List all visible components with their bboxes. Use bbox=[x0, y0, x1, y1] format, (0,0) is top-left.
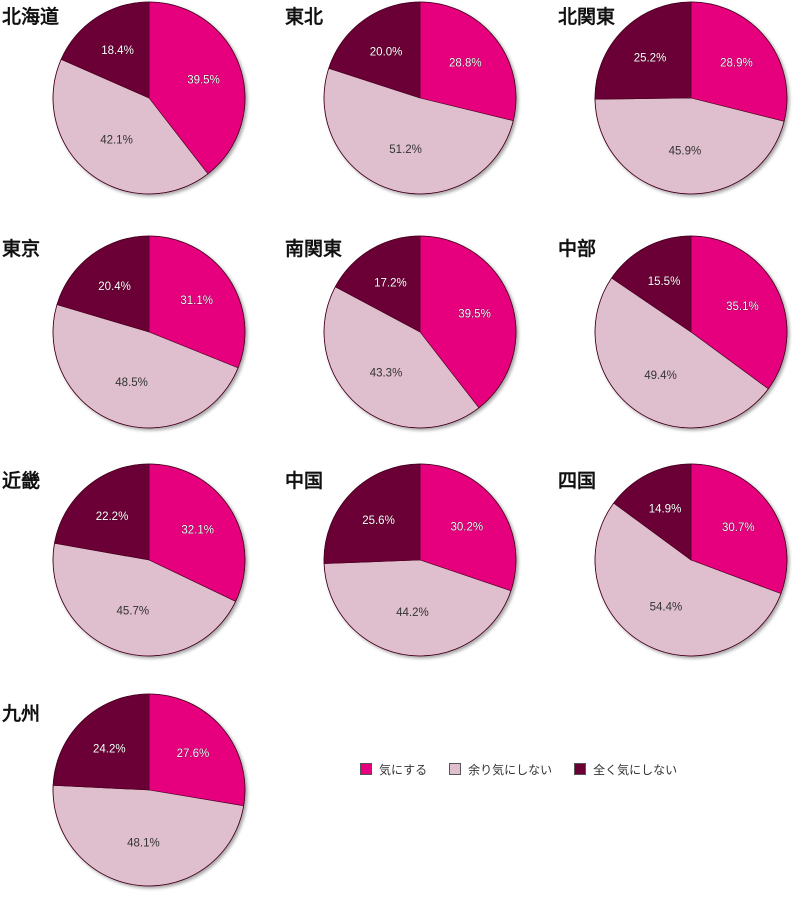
data-label: 31.1% bbox=[180, 295, 213, 307]
data-label: 45.9% bbox=[669, 145, 702, 157]
legend-swatch bbox=[574, 763, 587, 775]
pie-rim bbox=[52, 1, 246, 195]
pie-rim bbox=[323, 235, 517, 429]
region-title: 東京 bbox=[2, 238, 41, 260]
legend-item-kinisuru: 気にする bbox=[360, 761, 427, 778]
data-label: 15.5% bbox=[648, 276, 681, 288]
region-title: 中国 bbox=[285, 470, 324, 492]
data-label: 28.8% bbox=[449, 57, 482, 69]
pie-2 bbox=[323, 1, 517, 195]
data-label: 27.6% bbox=[177, 748, 210, 760]
legend-swatch bbox=[360, 763, 372, 775]
data-label: 49.4% bbox=[644, 370, 677, 382]
legend-item-amari: 余り気にしない bbox=[449, 761, 552, 778]
data-label: 48.1% bbox=[127, 838, 160, 850]
pie-rim bbox=[52, 693, 246, 887]
legend-swatch bbox=[449, 763, 462, 775]
pie-3 bbox=[594, 1, 788, 195]
data-label: 54.4% bbox=[650, 601, 683, 613]
data-label: 24.2% bbox=[93, 743, 126, 755]
pie-slice bbox=[323, 463, 421, 564]
pie-7 bbox=[52, 463, 246, 657]
data-label: 17.2% bbox=[374, 278, 407, 290]
legend: 気にする 余り気にしない 全く気にしない bbox=[360, 759, 699, 779]
pie-10 bbox=[52, 693, 246, 887]
region-title: 中部 bbox=[558, 238, 597, 260]
data-label: 39.5% bbox=[187, 74, 220, 86]
data-label: 22.2% bbox=[96, 511, 129, 523]
pie-6 bbox=[594, 235, 788, 429]
data-label: 20.4% bbox=[98, 281, 131, 293]
data-label: 42.1% bbox=[100, 135, 133, 147]
legend-label: 気にする bbox=[379, 762, 428, 777]
pie-1 bbox=[52, 1, 246, 195]
data-label: 30.2% bbox=[450, 521, 483, 533]
legend-item-mattaku: 全く気にしない bbox=[574, 761, 677, 778]
legend-label: 余り気にしない bbox=[468, 762, 553, 777]
pie-5 bbox=[323, 235, 517, 429]
region-title: 南関東 bbox=[285, 238, 343, 260]
data-label: 43.3% bbox=[370, 367, 403, 379]
region-title: 東北 bbox=[285, 6, 324, 28]
region-title: 九州 bbox=[2, 703, 41, 725]
data-label: 28.9% bbox=[720, 58, 753, 70]
data-label: 32.1% bbox=[181, 524, 214, 536]
pie-rim bbox=[594, 463, 788, 657]
region-title: 四国 bbox=[558, 470, 597, 492]
pie-rim bbox=[52, 235, 246, 429]
pie-rim bbox=[323, 1, 517, 195]
data-label: 18.4% bbox=[101, 45, 134, 57]
pie-slice bbox=[52, 693, 150, 791]
data-label: 39.5% bbox=[458, 308, 491, 320]
pie-rim bbox=[52, 463, 246, 657]
region-title: 北関東 bbox=[558, 6, 616, 28]
data-label: 45.7% bbox=[116, 605, 149, 617]
region-title: 北海道 bbox=[2, 6, 60, 28]
pie-rim bbox=[594, 1, 788, 195]
data-label: 14.9% bbox=[649, 504, 682, 516]
pie-rim bbox=[594, 235, 788, 429]
pie-rim bbox=[323, 463, 517, 657]
data-label: 48.5% bbox=[115, 377, 148, 389]
data-label: 35.1% bbox=[726, 301, 759, 313]
data-label: 44.2% bbox=[396, 607, 429, 619]
data-label: 25.6% bbox=[362, 515, 395, 527]
data-label: 25.2% bbox=[634, 53, 667, 65]
data-label: 51.2% bbox=[389, 144, 422, 156]
pie-4 bbox=[52, 235, 246, 429]
data-label: 30.7% bbox=[722, 522, 755, 534]
legend-label: 全く気にしない bbox=[593, 762, 678, 777]
pie-9 bbox=[594, 463, 788, 657]
pie-8 bbox=[323, 463, 517, 657]
data-label: 20.0% bbox=[370, 46, 403, 58]
region-title: 近畿 bbox=[2, 470, 41, 492]
